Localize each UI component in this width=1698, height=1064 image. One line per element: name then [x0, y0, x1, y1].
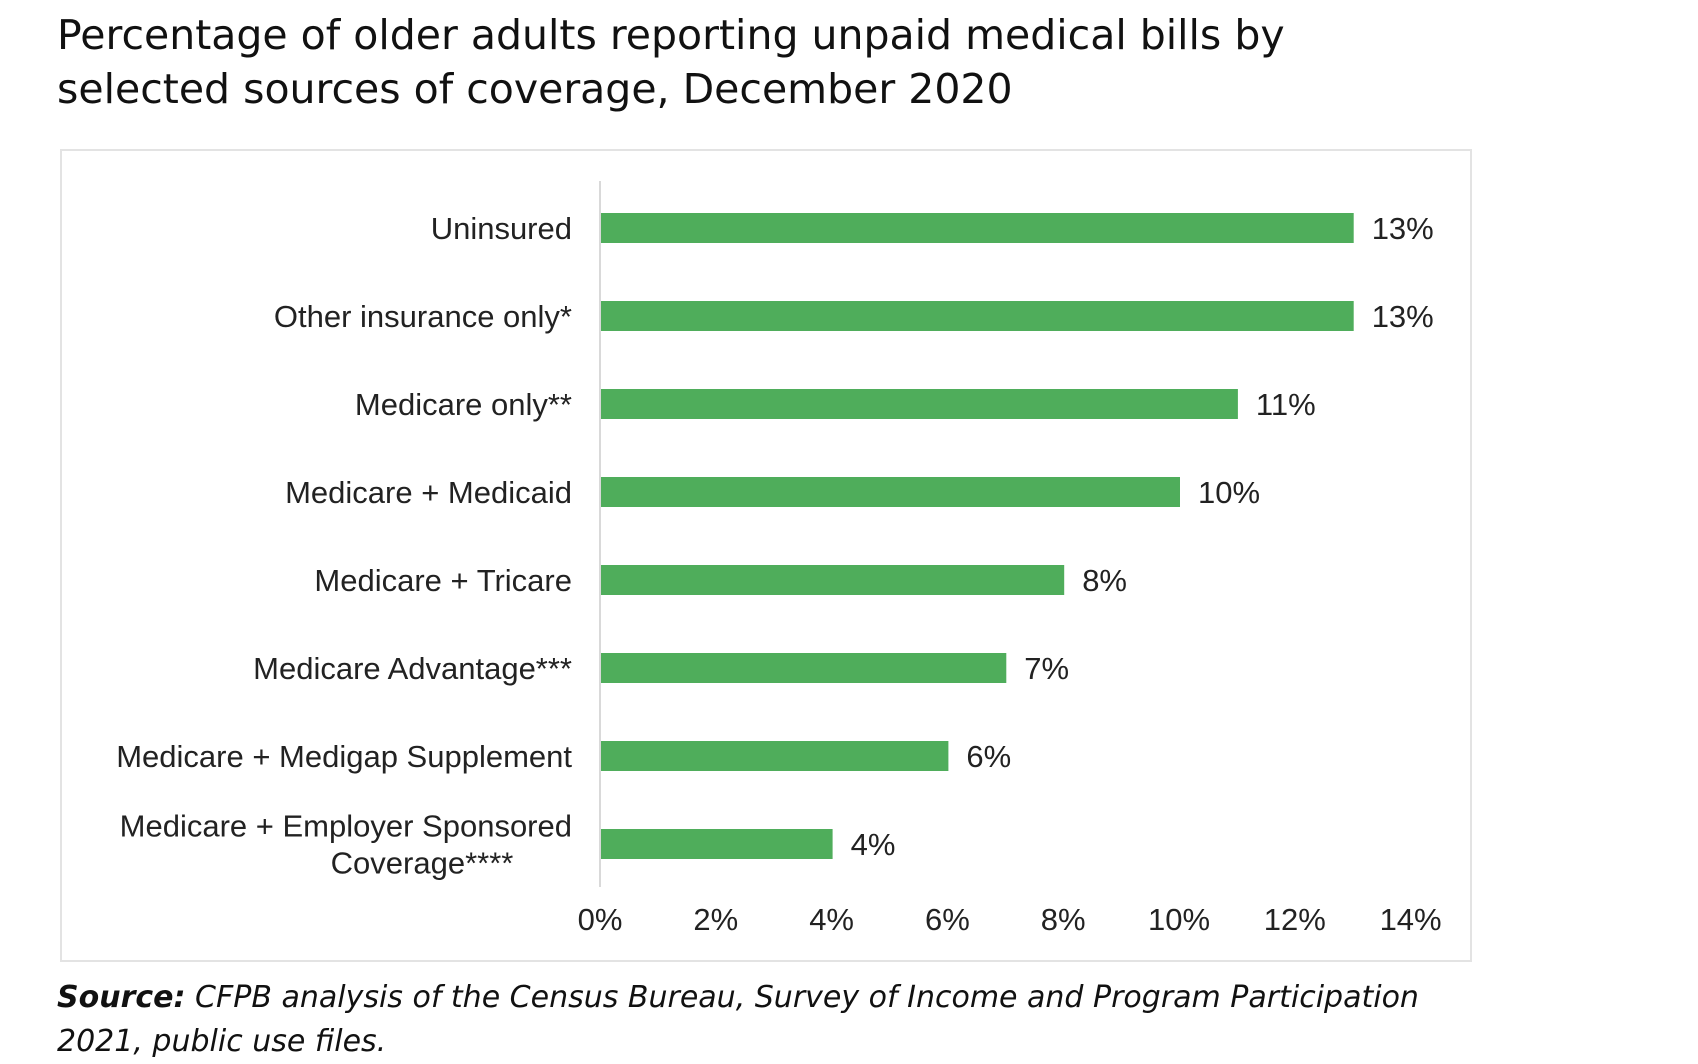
category-label: Uninsured: [431, 211, 572, 246]
x-tick-label: 12%: [1264, 902, 1326, 937]
data-label: 10%: [1198, 475, 1260, 510]
x-tick-label: 4%: [809, 902, 854, 937]
bar: [601, 477, 1180, 507]
category-label: Medicare + Medicaid: [285, 475, 572, 510]
category-label: Other insurance only*: [274, 299, 572, 334]
data-label: 4%: [851, 827, 896, 862]
bar: [601, 213, 1354, 243]
x-tick-label: 2%: [693, 902, 738, 937]
source-note: Source: CFPB analysis of the Census Bure…: [57, 976, 1457, 1064]
category-label: Medicare only**: [355, 387, 572, 422]
chart-frame: 13% Uninsured 13% Other insurance only* 11% M…: [60, 149, 1472, 962]
x-tick-label: 14%: [1380, 902, 1442, 937]
data-label: 8%: [1082, 563, 1127, 598]
x-tick-label: 10%: [1148, 902, 1210, 937]
source-label: Source:: [57, 980, 186, 1015]
category-label: Medicare + Employer Sponsored Coverage***…: [120, 809, 572, 881]
category-label-line: Medicare + Employer Sponsored: [120, 809, 572, 844]
x-tick-label: 0%: [578, 902, 623, 937]
source-text: CFPB analysis of the Census Bureau, Surv…: [57, 980, 1419, 1059]
bar: [601, 565, 1065, 595]
category-label-line: Coverage****: [331, 846, 514, 881]
data-label: 6%: [966, 739, 1011, 774]
bar: [601, 741, 949, 771]
bar-chart: 13% Uninsured 13% Other insurance only* 11% M…: [116, 181, 1442, 937]
bar: [601, 301, 1354, 331]
data-label: 13%: [1372, 299, 1434, 334]
bar: [601, 653, 1007, 683]
bar: [601, 389, 1238, 419]
data-label: 13%: [1372, 211, 1434, 246]
data-label: 11%: [1256, 387, 1316, 422]
chart-title: Percentage of older adults reporting unp…: [57, 11, 1285, 113]
category-label: Medicare Advantage***: [253, 651, 572, 686]
x-tick-label: 6%: [925, 902, 970, 937]
data-label: 7%: [1024, 651, 1069, 686]
x-tick-label: 8%: [1041, 902, 1086, 937]
bar: [601, 829, 833, 859]
category-label: Medicare + Tricare: [314, 563, 572, 598]
category-label: Medicare + Medigap Supplement: [116, 739, 572, 774]
